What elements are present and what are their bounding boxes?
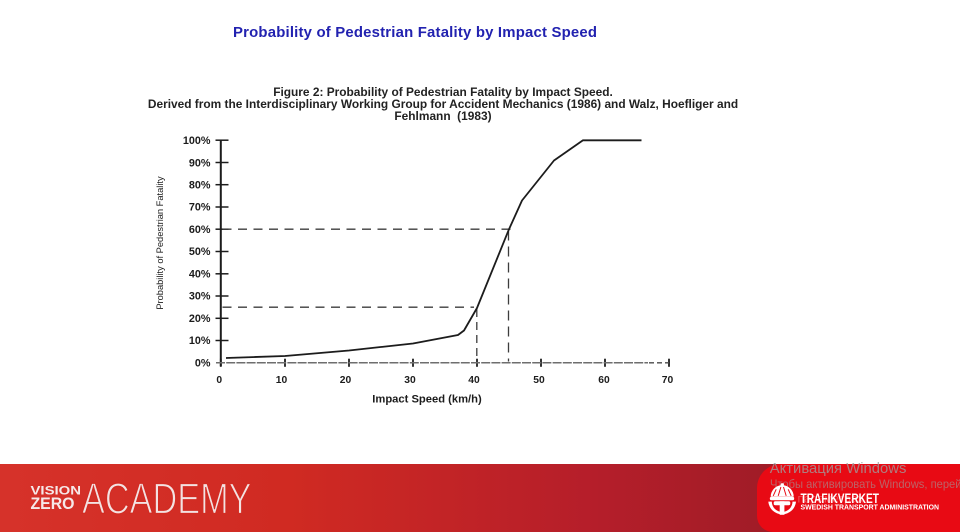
svg-text:Impact Speed (km/h): Impact Speed (km/h): [372, 394, 482, 406]
svg-text:50: 50: [533, 375, 545, 386]
svg-text:TRAFIKVERKET: TRAFIKVERKET: [801, 491, 880, 506]
svg-text:30%: 30%: [189, 291, 211, 303]
svg-text:70%: 70%: [189, 202, 211, 214]
svg-text:100%: 100%: [183, 135, 211, 147]
svg-text:VISION: VISION: [31, 484, 82, 498]
svg-text:SWEDISH TRANSPORT ADMINISTRATI: SWEDISH TRANSPORT ADMINISTRATION: [801, 504, 940, 511]
svg-text:Probability of Pedestrian Fata: Probability of Pedestrian Fatality: [155, 176, 165, 310]
svg-text:ZERO: ZERO: [31, 495, 75, 513]
svg-text:0: 0: [216, 375, 222, 386]
svg-text:40%: 40%: [189, 268, 211, 280]
svg-text:80%: 80%: [189, 180, 211, 192]
svg-text:ACADEMY: ACADEMY: [82, 476, 252, 524]
svg-text:0%: 0%: [195, 357, 211, 369]
svg-text:50%: 50%: [189, 246, 211, 258]
svg-text:параметрах: параметрах: [798, 492, 864, 506]
svg-text:20%: 20%: [189, 313, 211, 325]
svg-text:10: 10: [276, 375, 288, 386]
svg-text:Чтобы активировать Windows, пе: Чтобы активировать Windows, перейд: [770, 477, 960, 491]
svg-text:40: 40: [468, 375, 480, 386]
svg-text:70: 70: [662, 375, 674, 386]
svg-text:60: 60: [598, 375, 610, 386]
svg-text:30: 30: [404, 375, 416, 386]
svg-text:90%: 90%: [189, 157, 211, 169]
svg-text:20: 20: [340, 375, 352, 386]
svg-text:Активация Windows: Активация Windows: [770, 460, 907, 477]
svg-text:60%: 60%: [189, 224, 211, 236]
svg-text:10%: 10%: [189, 335, 211, 347]
